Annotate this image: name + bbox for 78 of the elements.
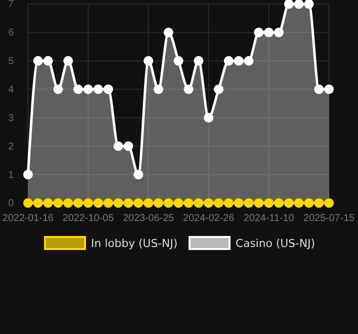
point [254, 198, 264, 208]
point [224, 198, 234, 208]
point [63, 198, 73, 208]
y-tick-label: 6 [8, 28, 14, 39]
point [314, 198, 324, 208]
point [73, 198, 83, 208]
point [174, 198, 184, 208]
point [234, 56, 244, 66]
point [274, 28, 284, 38]
point [43, 56, 53, 66]
point [164, 198, 174, 208]
point [114, 198, 124, 208]
point [164, 28, 174, 38]
point [73, 84, 83, 94]
point [63, 56, 73, 66]
point [324, 198, 334, 208]
point [93, 84, 104, 94]
y-tick-label: 7 [8, 0, 14, 10]
point [214, 198, 224, 208]
point [114, 141, 124, 151]
point [23, 198, 33, 208]
point [194, 198, 204, 208]
y-tick-label: 3 [8, 112, 14, 124]
point [234, 198, 244, 208]
point [33, 198, 43, 208]
point [33, 56, 43, 66]
x-tick-label: 2022-01-16 [2, 213, 54, 224]
x-tick-label: 2024-11-10 [244, 213, 294, 224]
y-tick-label: 0 [8, 198, 14, 210]
x-tick-label: 2022-10-05 [62, 213, 114, 224]
point [244, 198, 254, 208]
point [264, 28, 274, 38]
point [144, 56, 154, 66]
y-tick-label: 2 [8, 141, 14, 152]
point [184, 84, 194, 94]
point [304, 198, 314, 208]
point [103, 84, 114, 94]
point [304, 0, 314, 9]
point [194, 56, 204, 66]
point [144, 198, 154, 208]
point [314, 84, 324, 94]
point [93, 198, 104, 208]
point [154, 84, 164, 94]
point [294, 0, 304, 9]
point [204, 112, 214, 123]
point [264, 198, 274, 208]
point [274, 198, 284, 208]
point [174, 56, 184, 66]
point [23, 170, 33, 180]
point [204, 198, 214, 208]
x-tick-label: 2025-07-15 [303, 213, 356, 224]
point [284, 0, 294, 9]
y-tick-label: 4 [8, 84, 14, 96]
x-tick-label: 2024-02-26 [183, 213, 235, 224]
x-tick-label: 2023-06-25 [122, 213, 174, 224]
point [154, 198, 164, 208]
point [244, 56, 254, 66]
point [43, 198, 53, 208]
point [83, 84, 93, 94]
point [214, 84, 224, 94]
point [134, 198, 144, 208]
point [53, 84, 63, 94]
point [124, 141, 134, 151]
point [294, 198, 304, 208]
y-tick-label: 1 [8, 170, 14, 181]
point [83, 198, 93, 208]
point [284, 198, 294, 208]
y-tick-label: 5 [8, 56, 14, 68]
point [53, 198, 63, 208]
point [124, 198, 134, 208]
point [324, 84, 334, 94]
legend-label: Casino (US-NJ) [236, 237, 315, 250]
point [184, 198, 194, 208]
legend-label: In lobby (US-NJ) [91, 237, 178, 250]
point [103, 198, 114, 208]
point [134, 170, 144, 180]
point [224, 56, 234, 66]
point [254, 28, 264, 38]
